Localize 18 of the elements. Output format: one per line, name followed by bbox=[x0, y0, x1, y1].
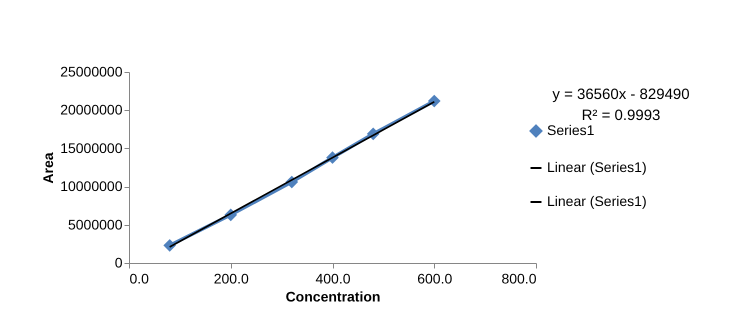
legend-label: Linear (Series1) bbox=[547, 193, 647, 209]
y-tick-label: 25000000 bbox=[60, 64, 123, 80]
legend-label: Series1 bbox=[547, 122, 595, 138]
x-tick-label: 0.0 bbox=[130, 270, 150, 286]
x-tick-label: 800.0 bbox=[501, 270, 537, 286]
y-tick-label: 20000000 bbox=[60, 102, 123, 118]
y-tick-label: 0 bbox=[114, 254, 123, 270]
y-tick-label: 15000000 bbox=[60, 140, 123, 156]
x-tick-label: 200.0 bbox=[214, 270, 249, 286]
y-axis-title: Area bbox=[40, 152, 56, 184]
x-axis-title: Concentration bbox=[286, 288, 380, 304]
legend-label: Linear (Series1) bbox=[547, 159, 647, 175]
text: R² = 0.9993 bbox=[582, 107, 660, 124]
x-tick-label: 600.0 bbox=[417, 270, 452, 286]
text: y = 36560x - 829490 bbox=[552, 86, 690, 103]
x-tick-label: 400.0 bbox=[315, 270, 351, 286]
y-tick-label: 10000000 bbox=[60, 178, 123, 194]
y-tick-label: 5000000 bbox=[68, 216, 123, 232]
